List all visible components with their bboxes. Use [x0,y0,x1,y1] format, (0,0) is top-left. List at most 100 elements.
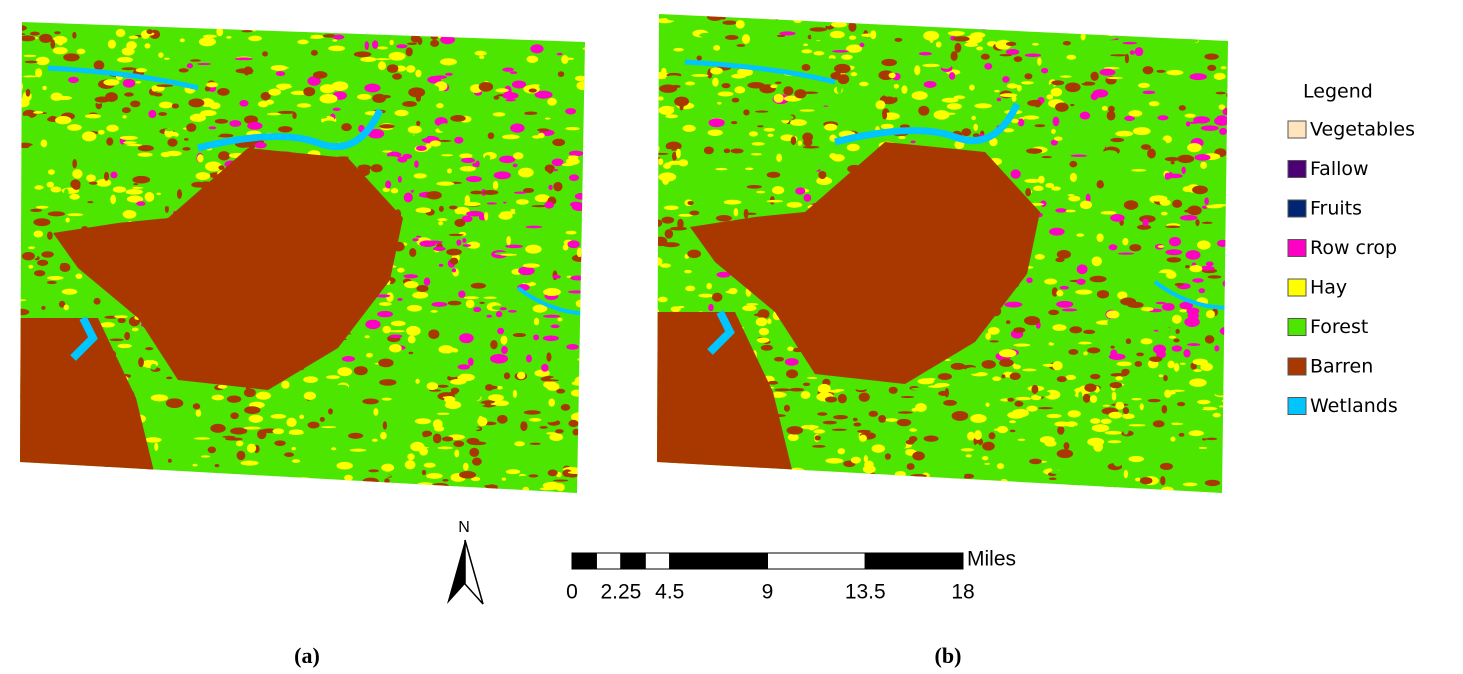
land-patch [832,472,845,476]
land-patch [1198,446,1208,450]
land-patch [30,208,43,213]
land-patch [145,499,154,501]
land-patch [160,490,178,493]
land-patch [853,382,863,388]
land-patch [897,411,913,414]
land-patch [1079,200,1093,210]
land-patch [1164,389,1172,398]
land-patch [845,14,852,21]
land-patch [24,77,40,87]
land-patch [822,420,837,425]
land-patch [1219,127,1228,135]
land-patch [544,117,551,120]
land-patch [1169,450,1177,457]
land-patch [512,333,527,338]
land-patch [780,506,794,514]
land-patch [465,176,483,183]
land-patch [63,304,69,311]
land-patch [198,450,206,454]
land-patch [20,299,27,302]
land-patch [925,460,939,466]
land-patch [427,409,445,413]
land-patch [859,434,867,442]
land-patch [965,454,972,458]
land-patch [248,22,258,26]
land-patch [98,129,105,135]
land-patch [1018,506,1036,513]
land-patch [812,444,826,448]
land-patch [1066,54,1077,60]
land-patch [486,314,492,318]
land-patch [1045,183,1055,188]
land-patch [284,43,290,49]
land-patch [404,460,416,470]
land-patch [1128,506,1138,510]
land-patch [884,453,891,460]
land-patch [429,140,441,147]
land-patch [277,110,296,114]
land-patch [512,389,518,398]
land-patch [582,46,585,51]
land-patch [1187,343,1201,346]
land-patch [574,193,585,200]
land-patch [710,67,723,75]
land-patch [691,74,709,77]
legend-label: Barren [1310,356,1373,378]
land-patch [922,63,940,68]
land-patch [47,231,53,240]
land-patch [34,185,44,190]
land-patch [870,30,877,40]
land-patch [67,506,82,512]
land-patch [1065,82,1081,93]
land-patch [68,30,78,33]
land-patch [584,217,585,222]
land-patch [850,72,858,77]
land-patch [426,472,443,479]
land-patch [303,391,316,400]
land-patch [52,46,68,55]
land-patch [39,33,53,43]
land-patch [711,509,727,514]
land-patch [1210,25,1220,29]
legend-swatch [1287,160,1307,178]
land-patch [301,22,309,28]
land-patch [240,460,259,466]
land-patch [716,271,731,278]
land-patch [896,418,912,427]
land-patch [1009,372,1021,380]
land-patch [1100,418,1112,425]
land-patch [1016,84,1022,92]
land-patch [493,400,509,407]
land-patch [1089,14,1101,17]
land-patch [969,84,975,91]
land-patch [222,435,236,438]
land-patch [474,50,487,56]
land-patch [1225,378,1228,387]
river [834,102,1021,146]
land-patch [557,317,563,322]
land-patch [580,348,585,352]
land-patch [388,51,406,61]
land-patch [1048,335,1061,344]
land-patch [215,442,226,447]
land-patch [864,479,872,488]
land-patch [248,35,262,42]
land-patch [714,14,722,17]
land-patch [1197,399,1211,405]
land-patch [311,498,317,507]
land-patch [110,171,118,179]
land-patch [35,205,49,209]
land-patch [28,264,34,269]
land-patch [787,433,799,442]
land-patch [296,477,312,482]
land-patch [386,292,394,303]
land-patch [1212,412,1221,418]
land-patch [707,472,715,477]
land-patch [685,81,696,86]
land-patch [1207,275,1222,279]
land-patch [1062,40,1071,46]
land-patch [567,240,580,249]
land-patch [825,457,844,464]
land-patch [748,131,758,137]
land-patch [534,369,550,377]
